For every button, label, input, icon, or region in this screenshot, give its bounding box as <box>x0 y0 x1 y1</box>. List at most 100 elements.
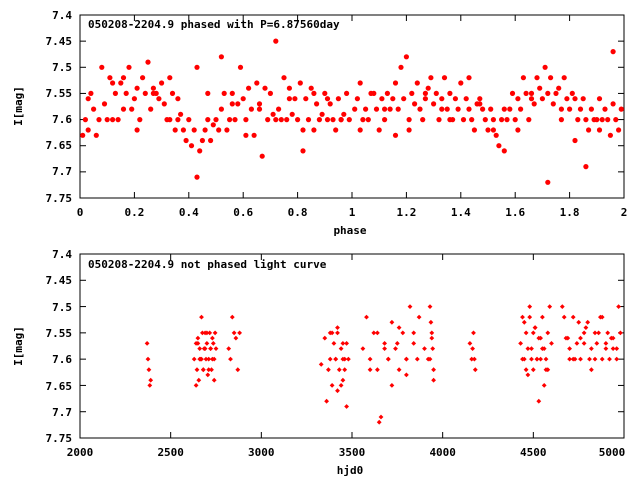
phased-data-point <box>452 96 458 102</box>
unphased-data-point <box>431 377 436 383</box>
unphased-data-point <box>543 356 549 362</box>
phased-data-point <box>504 117 510 123</box>
phased-data-point <box>460 117 467 123</box>
phased-data-point <box>422 90 428 96</box>
unphased-data-point <box>411 341 417 346</box>
unphased-data-point <box>322 335 328 341</box>
unphased-data-point <box>530 330 536 336</box>
unphased-data-point <box>416 314 422 320</box>
phased-data-point <box>150 85 156 91</box>
phased-data-point <box>221 90 227 96</box>
phased-data-point <box>496 143 502 149</box>
phased-data-point <box>115 117 121 123</box>
unphased-y-axis-label: I[mag] <box>12 326 25 366</box>
unphased-data-point <box>428 319 434 325</box>
unphased-data-point <box>197 346 203 351</box>
phased-data-point <box>384 90 390 96</box>
phased-data-point <box>463 96 469 102</box>
phased-data-point <box>379 96 385 102</box>
unphased-data-point <box>228 356 233 362</box>
unphased-data-point <box>527 304 533 309</box>
unphased-data-point <box>336 367 342 373</box>
unphased-data-point <box>570 314 576 320</box>
phased-data-point <box>256 106 263 112</box>
unphased-data-point <box>585 319 591 325</box>
unphased-data-point <box>530 367 536 373</box>
phased-data-point <box>577 106 584 112</box>
phased-data-point <box>120 75 127 81</box>
phased-data-point <box>246 85 252 91</box>
phased-data-point <box>276 106 282 112</box>
phased-data-point <box>278 117 284 123</box>
phased-data-point <box>395 106 401 112</box>
unphased-data-point <box>576 319 582 325</box>
phased-data-point <box>406 117 412 123</box>
unphased-data-point <box>338 383 344 388</box>
unphased-data-point <box>598 314 603 320</box>
phased-data-point <box>286 85 292 91</box>
phased-data-point <box>191 127 197 133</box>
phased-data-point <box>376 127 382 133</box>
phased-data-point <box>208 137 214 144</box>
unphased-data-point <box>212 330 218 336</box>
unphased-y-tick-label: 7.55 <box>46 327 73 340</box>
phased-data-point <box>330 117 336 123</box>
unphased-chart-title: 050208-2204.9 not phased light curve <box>88 258 327 271</box>
phased-data-point <box>354 96 360 102</box>
phased-data-point <box>197 148 203 154</box>
phased-x-tick-label: 0 <box>77 206 84 219</box>
unphased-data-point <box>333 356 339 362</box>
unphased-data-point <box>206 356 212 362</box>
phased-x-axis-label: phase <box>333 224 366 237</box>
phased-data-point <box>335 96 341 102</box>
unphased-data-point <box>578 335 583 341</box>
unphased-data-point <box>389 383 395 388</box>
phased-data-point <box>286 96 292 102</box>
unphased-data-point <box>199 314 204 320</box>
unphased-data-point <box>327 356 333 362</box>
unphased-x-tick-label: 2000 <box>67 446 94 459</box>
unphased-data-point <box>335 388 340 394</box>
unphased-y-tick-label: 7.45 <box>46 274 73 287</box>
phased-x-tick-label: 1.8 <box>560 206 580 219</box>
unphased-data-point <box>536 398 542 404</box>
phased-y-tick-label: 7.7 <box>52 165 72 178</box>
unphased-data-point <box>394 341 400 346</box>
unphased-data-point <box>326 367 331 373</box>
phased-data-point <box>509 90 516 96</box>
phased-data-point <box>240 96 246 102</box>
phased-data-point <box>558 117 565 123</box>
unphased-data-point <box>605 330 611 336</box>
phased-data-point <box>289 111 295 117</box>
phased-data-point <box>428 75 434 81</box>
unphased-data-point <box>414 356 420 362</box>
phased-data-point <box>469 117 475 123</box>
phased-data-point <box>175 96 181 102</box>
phased-data-point <box>126 64 132 70</box>
phased-data-point <box>363 106 369 112</box>
phased-data-point <box>118 80 124 86</box>
phased-data-point <box>229 90 235 96</box>
phased-data-point <box>507 106 513 112</box>
unphased-x-tick-label: 4000 <box>429 446 456 459</box>
unphased-data-point <box>523 367 529 373</box>
phased-data-point <box>93 132 99 138</box>
phased-data-point <box>539 96 546 102</box>
phased-chart-title: 050208-2204.9 phased with P=6.87560day <box>88 18 340 31</box>
unphased-data-point <box>202 346 208 351</box>
phased-data-point <box>188 143 195 149</box>
unphased-data-point <box>208 346 213 351</box>
phased-x-tick-label: 1 <box>349 206 356 219</box>
phased-data-point <box>305 117 312 123</box>
unphased-data-point <box>327 330 333 336</box>
phased-data-point <box>300 127 306 133</box>
phased-data-point <box>528 90 535 96</box>
unphased-y-tick-label: 7.5 <box>52 301 72 314</box>
unphased-data-point <box>581 341 587 346</box>
phased-data-point <box>88 90 94 96</box>
unphased-data-point <box>467 341 473 346</box>
unphased-data-point <box>521 319 527 325</box>
phased-data-point <box>520 75 527 81</box>
unphased-data-point <box>396 325 402 330</box>
phased-data-point <box>194 174 200 180</box>
